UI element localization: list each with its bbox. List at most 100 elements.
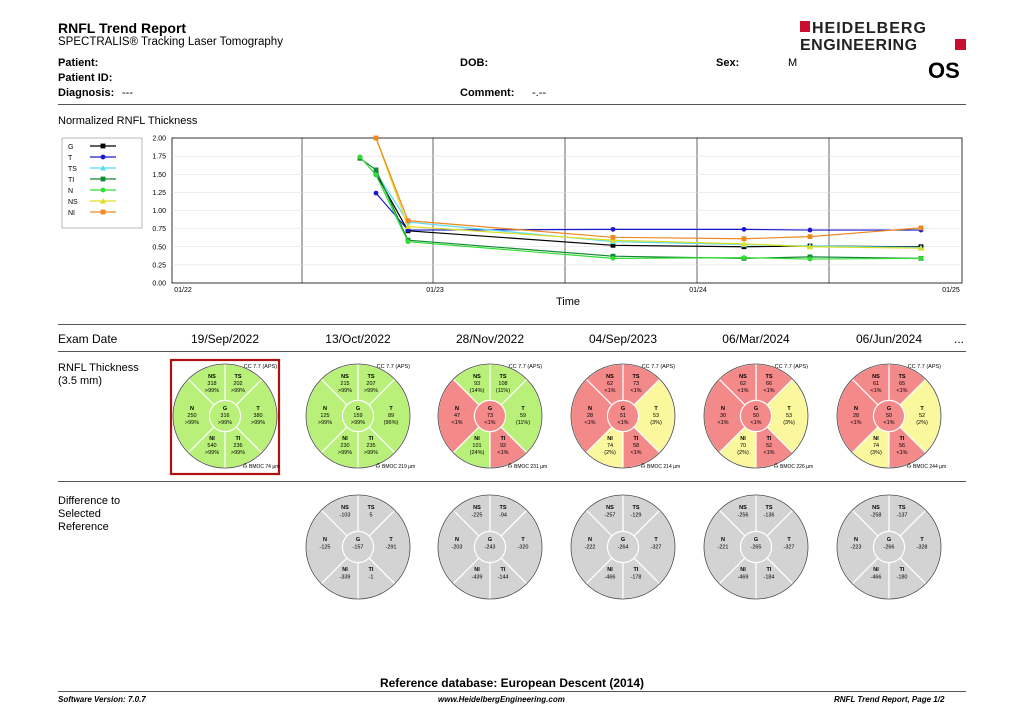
sector-percentile-T: (96%)	[384, 420, 399, 426]
sector-outline	[703, 363, 809, 469]
sector-percentile-TS: (11%)	[496, 388, 510, 394]
comment-label: Comment:	[460, 87, 515, 99]
sector-G	[606, 530, 640, 564]
data-point-N	[807, 256, 813, 262]
sector-label-NS: NS	[739, 374, 747, 380]
bmo-value: BMOC 231 µm	[514, 464, 547, 470]
sector-label-TI: TI	[501, 567, 506, 573]
bmo-triangle-icon	[507, 462, 513, 468]
sector-G	[473, 530, 507, 564]
sector-G	[739, 530, 773, 564]
difference-chart-4: NS -258 TS -137 N -223 T -328 NI -466 TI -180 G -266	[836, 494, 942, 600]
exam-date-0[interactable]: 19/Sep/2022	[190, 332, 260, 346]
sector-label-N: N	[455, 537, 459, 543]
sector-label-NI: NI	[607, 436, 613, 442]
sector-label-NI: NI	[607, 567, 613, 573]
series-line-NI	[375, 137, 922, 240]
sector-value-TI: 92	[500, 443, 506, 449]
sector-label-G: G	[621, 537, 625, 543]
rnfl-sector-chart-4: NS62<1%TS66<1%N30<1%T53(3%)NI70(2%)TI52<…	[703, 363, 809, 469]
data-point-T	[807, 227, 813, 233]
sector-G	[872, 530, 906, 564]
sector-label-T: T	[389, 537, 393, 543]
sector-label-N: N	[854, 537, 858, 543]
sector-value-NS: 215	[340, 381, 349, 387]
sector-G	[739, 399, 773, 433]
sector-percentile-TI: >99%	[364, 450, 378, 456]
data-point-N	[373, 172, 379, 178]
exam-date-5[interactable]: 06/Jun/2024	[855, 332, 923, 346]
sector-diff-T: -320	[517, 545, 528, 551]
sector-value-N: 30	[720, 413, 726, 419]
sector-diff-TI: -144	[497, 575, 508, 581]
sector-label-TI: TI	[900, 567, 905, 573]
sector-diff-N: -125	[319, 545, 330, 551]
sector-label-TI: TI	[369, 436, 374, 442]
sector-outline	[437, 494, 543, 600]
website-link[interactable]: www.HeidelbergEngineering.com	[438, 695, 565, 704]
diagnosis-label: Diagnosis:	[58, 87, 115, 99]
sector-percentile-T: (3%)	[650, 420, 662, 426]
y-tick-label: 1.25	[152, 190, 166, 197]
sector-diff-NI: -469	[737, 575, 748, 581]
sector-label-TS: TS	[632, 505, 639, 511]
sector-label-T: T	[654, 406, 658, 412]
sector-diff-N: -203	[451, 545, 462, 551]
sector-label-G: G	[887, 406, 891, 412]
sector-value-TI: 235	[366, 443, 375, 449]
sector-label-NI: NI	[740, 436, 746, 442]
diagnosis-value: ---	[122, 87, 133, 99]
data-point-TI	[373, 167, 379, 173]
exam-date-2[interactable]: 28/Nov/2022	[455, 332, 525, 346]
data-point-NS	[807, 243, 813, 250]
sector-value-G: 73	[487, 413, 493, 419]
report-title: RNFL Trend Report	[58, 20, 187, 36]
sector-diff-T: -291	[385, 545, 396, 551]
sector-value-T: 380	[253, 413, 262, 419]
sector-label-NS: NS	[606, 374, 614, 380]
sector-diff-NI: -466	[870, 575, 881, 581]
x-tick-label: 01/23	[426, 287, 444, 294]
x-tick-label: 01/24	[689, 287, 707, 294]
sector-label-TI: TI	[900, 436, 905, 442]
sector-value-TS: 66	[766, 381, 772, 387]
sector-value-T: 52	[919, 413, 925, 419]
sector-label-N: N	[588, 537, 592, 543]
sector-label-TS: TS	[898, 374, 905, 380]
sector-value-TS: 73	[633, 381, 639, 387]
sector-label-NS: NS	[208, 374, 216, 380]
legend-label-NI: NI	[68, 210, 75, 217]
sector-percentile-NI: (2%)	[737, 450, 749, 456]
sector-outline	[172, 363, 278, 469]
sector-label-N: N	[854, 406, 858, 412]
data-point-N	[610, 255, 616, 261]
exam-date-1[interactable]: 13/Oct/2022	[325, 332, 391, 346]
more-dates[interactable]: ...	[954, 332, 965, 346]
exam-date-3[interactable]: 04/Sep/2023	[588, 332, 658, 346]
x-axis-label: Time	[556, 296, 580, 308]
sector-percentile-NS: >99%	[205, 388, 219, 394]
sector-label-NI: NI	[740, 567, 746, 573]
x-tick-label: 01/25	[942, 287, 960, 294]
sector-value-TI: 58	[633, 443, 639, 449]
sector-percentile-NS: >99%	[338, 388, 352, 394]
series-line-N	[359, 156, 922, 260]
bmo-triangle-icon	[375, 462, 381, 468]
y-tick-label: 0.25	[152, 262, 166, 269]
bmo-triangle-icon	[906, 462, 912, 468]
sector-percentile-TI: <1%	[630, 450, 641, 456]
exam-date-4[interactable]: 06/Mar/2024	[722, 332, 790, 346]
sector-outline	[437, 363, 543, 469]
sex-label: Sex:	[716, 57, 740, 69]
sector-diff-NS: -258	[870, 513, 881, 519]
sector-label-TI: TI	[767, 436, 772, 442]
sector-value-NS: 62	[740, 381, 746, 387]
comment-value: -.--	[532, 87, 547, 99]
selected-reference-frame	[169, 358, 281, 476]
data-point-NS	[741, 240, 747, 247]
sector-label-TS: TS	[765, 505, 772, 511]
dob-label: DOB:	[460, 57, 489, 69]
sector-label-T: T	[521, 406, 525, 412]
sector-diff-T: -327	[783, 545, 794, 551]
diff-label-1: Difference to	[58, 495, 121, 507]
